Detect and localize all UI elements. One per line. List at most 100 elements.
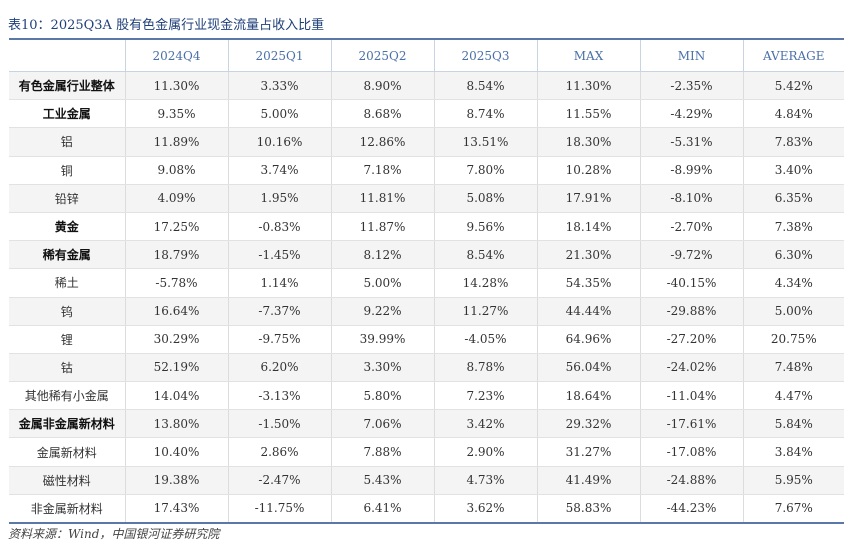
row-label: 钴 (9, 353, 125, 383)
row-label: 磁性材料 (9, 466, 125, 495)
table-cell: 5.42% (742, 71, 844, 101)
table-cell: -4.29% (639, 99, 743, 129)
table-cell: -27.20% (639, 325, 743, 354)
table-cell: 10.16% (227, 127, 331, 157)
table-cell: 5.08% (433, 184, 537, 213)
table-cell: 8.90% (330, 71, 434, 101)
table-cell: -3.13% (227, 381, 331, 411)
table-cell: 5.43% (330, 466, 434, 495)
table-title: 表10：2025Q3A 股有色金属行业现金流量占收入比重 (8, 18, 325, 33)
table-row: 其他稀有小金属 14.04% -3.13% 5.80% 7.23% 18.64% -11.0… (9, 381, 844, 411)
table-cell: -9.75% (227, 325, 331, 354)
table-row: 非金属新材料 17.43% -11.75% 6.41% 3.62% 58.83% -44.2… (9, 494, 844, 524)
table-cell: 3.84% (742, 437, 844, 467)
table-cell: 8.54% (433, 71, 537, 101)
table-cell: 4.84% (742, 99, 844, 129)
table-cell: -1.45% (227, 240, 331, 270)
table-cell: -7.37% (227, 297, 331, 326)
table-cell: 13.51% (433, 127, 537, 157)
table-cell: -2.35% (639, 71, 743, 101)
table-cell: 5.00% (742, 297, 844, 326)
table-cell: -17.08% (639, 437, 743, 467)
table-cell: 2.86% (227, 437, 331, 467)
table-cell: 17.91% (536, 184, 640, 213)
column-header: 2025Q3 (433, 39, 537, 72)
table-cell: 18.79% (124, 240, 228, 270)
table-cell: 4.47% (742, 381, 844, 411)
table-cell: -24.88% (639, 466, 743, 495)
table-row: 钴 52.19% 6.20% 3.30% 8.78% 56.04% -24.02% 7.48% (9, 353, 844, 383)
table-row: 铅锌 4.09% 1.95% 11.81% 5.08% 17.91% -8.10% 6.35% (9, 184, 844, 213)
table-row: 锂 30.29% -9.75% 39.99% -4.05% 64.96% -27.20% 20… (9, 325, 844, 354)
table-cell: 7.18% (330, 156, 434, 185)
table-cell: 7.80% (433, 156, 537, 185)
table-cell: 7.67% (742, 494, 844, 524)
table-cell: 3.30% (330, 353, 434, 383)
table-cell: 30.29% (124, 325, 228, 354)
table-cell: 44.44% (536, 297, 640, 326)
table-cell: -4.05% (433, 325, 537, 354)
table-cell: 8.74% (433, 99, 537, 129)
table-cell: 17.43% (124, 494, 228, 524)
table-cell: 31.27% (536, 437, 640, 467)
table-cell: 7.06% (330, 409, 434, 439)
table-cell: 3.42% (433, 409, 537, 439)
table-cell: 7.38% (742, 212, 844, 242)
row-label: 其他稀有小金属 (9, 381, 125, 411)
table-cell: 16.64% (124, 297, 228, 326)
table-cell: 29.32% (536, 409, 640, 439)
table-cell: 64.96% (536, 325, 640, 354)
table-cell: 10.28% (536, 156, 640, 185)
table-row: 钨 16.64% -7.37% 9.22% 11.27% 44.44% -29.88% 5.0… (9, 297, 844, 326)
table-cell: 10.40% (124, 437, 228, 467)
table-cell: -40.15% (639, 268, 743, 298)
table-cell: -0.83% (227, 212, 331, 242)
table-cell: 11.89% (124, 127, 228, 157)
table-cell: 14.28% (433, 268, 537, 298)
table-row: 有色金属行业整体 11.30% 3.33% 8.90% 8.54% 11.30% -2.35… (9, 71, 844, 101)
table-cell: 19.38% (124, 466, 228, 495)
table-row: 铝 11.89% 10.16% 12.86% 13.51% 18.30% -5.31% 7.8… (9, 127, 844, 157)
table-cell: -11.04% (639, 381, 743, 411)
table-cell: 39.99% (330, 325, 434, 354)
cashflow-ratio-table: 2024Q4 2025Q1 2025Q2 2025Q3 MAX MIN AVERAGE 有色… (9, 38, 844, 524)
table-cell: 18.64% (536, 381, 640, 411)
table-cell: 8.54% (433, 240, 537, 270)
table-cell: -1.50% (227, 409, 331, 439)
table-cell: 20.75% (742, 325, 844, 354)
table-cell: 11.30% (536, 71, 640, 101)
row-label: 金属非金属新材料 (9, 409, 125, 439)
table-cell: 52.19% (124, 353, 228, 383)
table-row: 黄金 17.25% -0.83% 11.87% 9.56% 18.14% -2.70% 7.3… (9, 212, 844, 242)
table-cell: -8.10% (639, 184, 743, 213)
source-note: 资料来源：Wind，中国银河证券研究院 (8, 527, 220, 541)
table-cell: 41.49% (536, 466, 640, 495)
header-row: 2024Q4 2025Q1 2025Q2 2025Q3 MAX MIN AVERAGE (9, 39, 844, 72)
table-cell: 56.04% (536, 353, 640, 383)
table-row: 金属新材料 10.40% 2.86% 7.88% 2.90% 31.27% -17.08% 3… (9, 437, 844, 467)
table-cell: 9.22% (330, 297, 434, 326)
column-header: 2025Q2 (330, 39, 434, 72)
row-label: 工业金属 (9, 99, 125, 129)
row-label: 金属新材料 (9, 437, 125, 467)
table-cell: 3.62% (433, 494, 537, 524)
table-cell: -5.31% (639, 127, 743, 157)
table-cell: 7.83% (742, 127, 844, 157)
table-cell: 8.12% (330, 240, 434, 270)
column-header: MIN (639, 39, 743, 72)
table-cell: 18.30% (536, 127, 640, 157)
table-cell: 6.41% (330, 494, 434, 524)
table-cell: 5.00% (227, 99, 331, 129)
row-label: 稀有金属 (9, 240, 125, 270)
table-cell: 9.35% (124, 99, 228, 129)
table-cell: 11.81% (330, 184, 434, 213)
table-cell: -8.99% (639, 156, 743, 185)
table-cell: -2.47% (227, 466, 331, 495)
table-cell: 5.00% (330, 268, 434, 298)
table-cell: 18.14% (536, 212, 640, 242)
row-label: 铅锌 (9, 184, 125, 213)
table-cell: 3.33% (227, 71, 331, 101)
row-label: 稀土 (9, 268, 125, 298)
table-cell: 4.34% (742, 268, 844, 298)
table-cell: 54.35% (536, 268, 640, 298)
